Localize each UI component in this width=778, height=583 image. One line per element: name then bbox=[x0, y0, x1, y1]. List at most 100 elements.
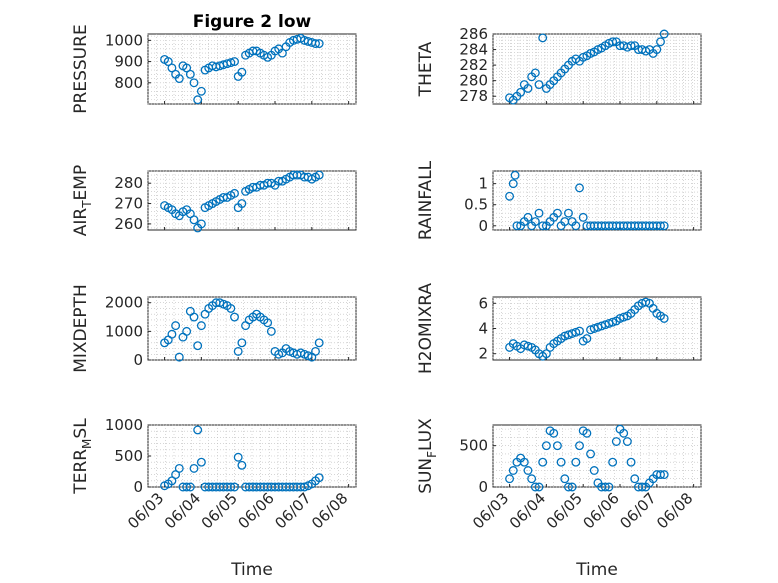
pressure-point bbox=[277, 48, 287, 58]
terr-msl-point bbox=[233, 452, 243, 462]
terr-msl-point bbox=[314, 473, 324, 483]
mixdepth-point bbox=[189, 312, 199, 322]
terr-msl-point bbox=[182, 482, 192, 492]
terr-msl-ytick-label: 1000 bbox=[105, 416, 143, 434]
pressure-point bbox=[167, 63, 177, 73]
sun-flux-xtick-label: 06/08 bbox=[653, 489, 696, 532]
rainfall-point bbox=[505, 191, 515, 201]
rainfall-series bbox=[505, 170, 669, 231]
theta-point bbox=[534, 80, 544, 90]
air-temp-point bbox=[196, 219, 206, 229]
terr-msl-xtick-label: 06/08 bbox=[308, 489, 351, 532]
sun-flux-xtick-label: 06/06 bbox=[580, 489, 623, 532]
h2omixra-point bbox=[541, 349, 551, 359]
mixdepth-series bbox=[160, 298, 324, 362]
terr-msl-point bbox=[237, 460, 247, 470]
terr-msl-xtick-label: 06/03 bbox=[124, 489, 167, 532]
theta-point bbox=[626, 41, 636, 51]
pressure-point bbox=[182, 63, 192, 73]
pressure-plot-area bbox=[147, 33, 357, 105]
sun-flux-point bbox=[575, 441, 584, 451]
air-temp-series bbox=[160, 170, 324, 233]
sun-flux-point bbox=[549, 428, 559, 438]
mixdepth-point bbox=[237, 338, 247, 348]
pressure-point bbox=[174, 74, 184, 83]
h2omixra-axes: 2 4 6 H2OMIXRA bbox=[416, 283, 702, 374]
theta-ytick-label: 280 bbox=[459, 72, 488, 90]
pressure-point bbox=[185, 69, 195, 79]
pressure-point bbox=[226, 58, 236, 68]
theta-point bbox=[530, 68, 540, 78]
h2omixra-point bbox=[582, 334, 592, 344]
theta-ytick-label: 282 bbox=[459, 56, 488, 74]
rainfall-ylabel: RAINFALL bbox=[416, 160, 436, 240]
sun-flux-point bbox=[508, 466, 518, 475]
rainfall-axes: 0 0.5 1 RAINFALL bbox=[416, 160, 702, 240]
rainfall-ytick-label: 0.5 bbox=[464, 196, 488, 214]
sun-flux-point bbox=[523, 466, 533, 475]
terr-msl-xtick-label: 06/06 bbox=[235, 489, 278, 532]
terr-msl-point bbox=[230, 482, 239, 492]
sun-flux-point bbox=[630, 474, 640, 484]
sun-flux-point bbox=[589, 466, 599, 475]
terr-msl-point bbox=[193, 425, 203, 435]
sun-flux-point bbox=[519, 457, 529, 467]
sun-flux-point bbox=[541, 441, 551, 451]
rainfall-point bbox=[508, 179, 518, 189]
sun-flux-point bbox=[619, 428, 629, 438]
theta-point bbox=[608, 37, 618, 47]
sun-flux-point bbox=[527, 474, 537, 484]
theta-point bbox=[656, 37, 665, 47]
mixdepth-point bbox=[311, 346, 320, 356]
sun-flux-series bbox=[505, 424, 669, 492]
pressure-series bbox=[160, 33, 324, 105]
pressure-point bbox=[314, 39, 324, 48]
terr-msl-point bbox=[185, 482, 195, 492]
h2omixra-point bbox=[659, 313, 669, 323]
rainfall-point bbox=[510, 170, 520, 180]
rainfall-point bbox=[659, 221, 669, 231]
mixdepth-point bbox=[226, 304, 236, 313]
theta-point bbox=[652, 45, 662, 55]
rainfall-plot-area bbox=[492, 170, 702, 231]
theta-point bbox=[523, 83, 533, 93]
air-temp-point bbox=[189, 215, 199, 225]
sun-flux-xtick-label: 06/07 bbox=[616, 489, 659, 532]
h2omixra-ytick-label: 6 bbox=[478, 294, 488, 312]
sun-flux-point bbox=[556, 457, 566, 467]
rainfall-point bbox=[530, 217, 540, 227]
air-temp-ytick-label: 260 bbox=[114, 215, 143, 233]
h2omixra-ytick-label: 2 bbox=[478, 345, 488, 363]
pressure-point bbox=[230, 57, 239, 67]
terr-msl-xtick-label: 06/05 bbox=[198, 489, 241, 532]
sun-flux-point bbox=[567, 482, 577, 492]
rainfall-point bbox=[578, 212, 588, 222]
air-temp-plot-area bbox=[147, 170, 357, 231]
air-temp-point bbox=[237, 199, 247, 209]
mixdepth-point bbox=[314, 338, 324, 348]
terr-msl-xlabel: Time bbox=[230, 560, 273, 580]
pressure-axes: 800 900 1000 PRESSURE Figure 2 low bbox=[71, 12, 357, 114]
terr-msl-point bbox=[196, 457, 206, 467]
pressure-point bbox=[196, 86, 206, 96]
pressure-title: Figure 2 low bbox=[193, 12, 312, 32]
air-temp-ytick-label: 280 bbox=[114, 174, 143, 192]
sun-flux-point bbox=[530, 482, 540, 492]
mixdepth-point bbox=[174, 352, 184, 362]
terr-msl-point bbox=[226, 482, 236, 492]
rainfall-point bbox=[523, 212, 533, 222]
air-temp-point bbox=[230, 188, 239, 198]
pressure-point bbox=[193, 95, 203, 105]
sun-flux-point bbox=[552, 441, 562, 451]
rainfall-point bbox=[571, 221, 581, 231]
mixdepth-point bbox=[263, 318, 273, 328]
sun-flux-point bbox=[564, 482, 573, 492]
sun-flux-point bbox=[571, 457, 581, 467]
mixdepth-point bbox=[182, 326, 192, 336]
theta-point bbox=[538, 33, 548, 43]
rainfall-point bbox=[534, 208, 544, 218]
mixdepth-point bbox=[266, 326, 276, 336]
theta-point bbox=[659, 29, 669, 39]
h2omixra-point bbox=[523, 341, 533, 351]
